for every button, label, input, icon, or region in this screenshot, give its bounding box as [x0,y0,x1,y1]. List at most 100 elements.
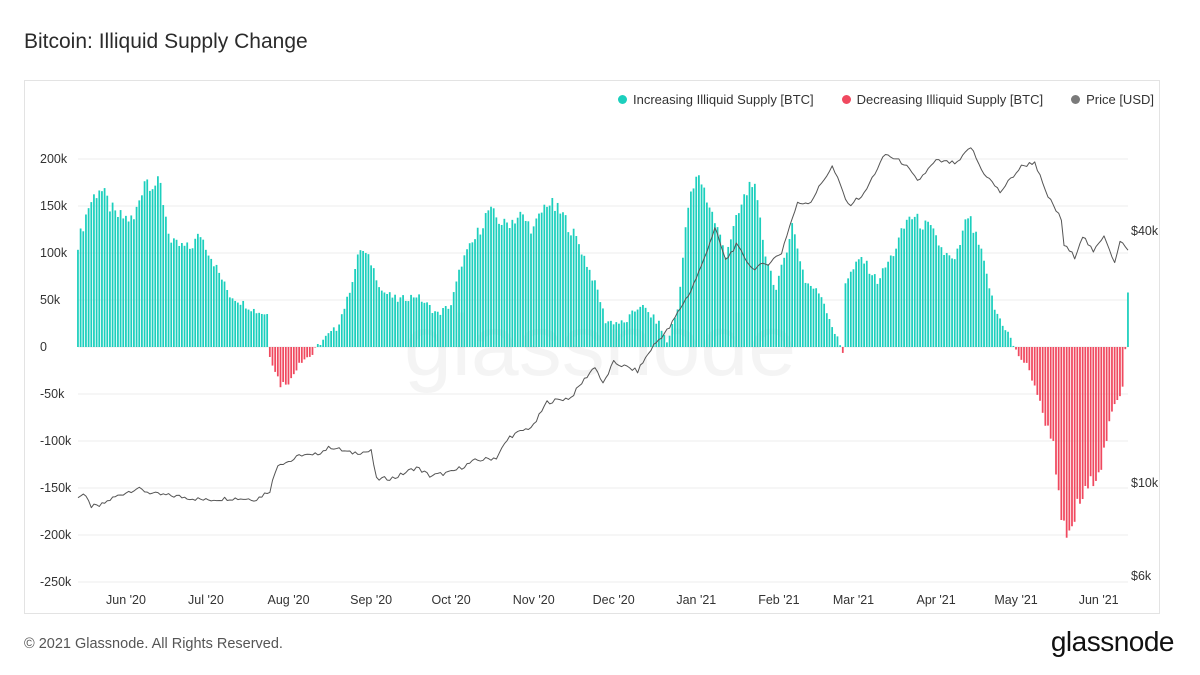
bar-decrease [1052,347,1055,441]
bar-increase [823,303,826,347]
bar-increase [903,228,905,347]
bar-increase [732,226,735,347]
bar-increase [87,208,90,347]
bar-decrease [1084,347,1087,486]
bar-increase [655,323,658,347]
bar-increase [487,210,490,347]
bar-increase [530,233,532,347]
bar-increase [247,309,250,347]
bar-increase [724,257,727,347]
bar-increase [135,206,138,347]
bar-increase [956,248,959,347]
bar-increase [889,255,892,347]
bar-increase [935,235,937,347]
bar-increase [82,231,85,347]
bar-increase [260,313,263,347]
bar-increase [351,282,354,347]
bar-increase [604,323,607,347]
bar-increase [463,255,466,347]
bar-increase [940,247,943,347]
bar-increase [258,312,261,347]
bar-decrease [1089,347,1092,477]
bar-increase [594,280,596,347]
bar-increase [354,269,356,347]
bar-increase [695,176,698,347]
bar-increase [735,215,738,347]
bar-increase [759,217,762,347]
bar-increase [679,286,682,347]
bar-increase [399,297,402,347]
bar-increase [801,269,804,347]
x-tick-label: Jul '20 [188,593,224,607]
bar-increase [831,327,834,347]
bar-increase [658,320,660,347]
bar-increase [133,219,135,347]
bar-increase [588,269,591,347]
bar-decrease [1095,347,1097,481]
x-tick-label: Jun '20 [106,593,146,607]
bar-increase [495,217,498,347]
bar-decrease [841,347,844,353]
bar-increase [466,249,468,347]
bar-decrease [1055,347,1057,475]
bar-increase [178,245,181,347]
bar-increase [218,272,221,347]
legend-item-price[interactable]: Price [USD] [1071,92,1154,107]
bar-increase [900,228,903,347]
bar-increase [383,292,386,347]
bar-increase [825,313,828,347]
legend-label-price: Price [USD] [1086,92,1154,107]
bar-increase [783,257,786,347]
bar-increase [626,322,628,347]
bar-increase [114,210,117,347]
y-tick-label: 100k [40,246,68,260]
bar-decrease [1044,347,1047,426]
bar-increase [410,294,412,347]
bar-increase [985,273,988,347]
bar-decrease [287,347,290,385]
bar-increase [559,213,562,347]
bar-increase [881,268,884,347]
bar-increase [879,278,881,347]
bar-increase [977,244,980,347]
bar-increase [993,309,996,347]
bar-increase [772,284,775,347]
bar-increase [764,256,767,347]
bar-increase [796,248,799,347]
page-title: Bitcoin: Illiquid Supply Change [24,30,308,53]
legend-item-decreasing[interactable]: Decreasing Illiquid Supply [BTC] [841,92,1043,107]
bar-increase [420,301,423,347]
bar-increase [508,228,511,347]
bar-increase [761,239,764,347]
bar-increase [740,204,743,347]
bar-increase [602,308,604,347]
bar-increase [748,181,751,347]
bar-decrease [1017,347,1020,357]
bar-increase [660,330,663,347]
bar-increase [996,313,999,347]
bar-decrease [1031,347,1033,381]
bar-increase [767,264,770,347]
bar-increase [98,190,101,347]
bar-increase [266,314,269,347]
bar-increase [127,221,130,347]
bar-increase [162,205,165,347]
bar-increase [945,252,948,347]
bar-increase [340,314,343,347]
bar-increase [562,212,564,347]
bar-increase [983,260,985,347]
bar-increase [884,267,887,347]
bar-increase [204,249,207,347]
bar-increase [255,313,258,347]
bar-increase [335,330,338,347]
bar-increase [157,176,159,347]
bar-increase [532,226,535,347]
bar-increase [498,223,500,347]
bar-increase [242,300,245,347]
bar-decrease [1028,347,1031,371]
legend-item-increasing[interactable]: Increasing Illiquid Supply [BTC] [618,92,814,107]
bar-increase [516,217,519,347]
bar-decrease [1076,347,1079,499]
bar-increase [388,292,391,347]
bar-increase [932,228,935,347]
